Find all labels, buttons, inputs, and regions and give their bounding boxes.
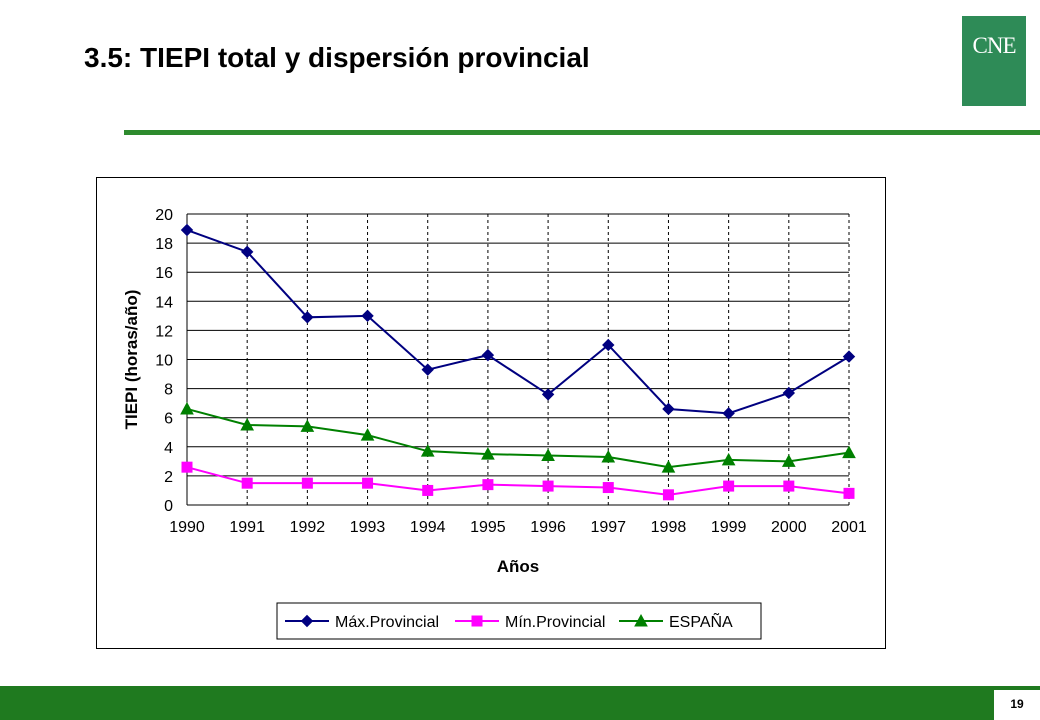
y-tick-label: 2 xyxy=(164,469,173,486)
series-line-espana xyxy=(186,408,850,469)
x-tick-label: 1993 xyxy=(350,519,386,536)
y-tick-label: 14 xyxy=(155,294,173,311)
series-line-min-provincial xyxy=(186,466,850,496)
legend-label: Mín.Provincial xyxy=(505,614,605,631)
data-point-max-provincial xyxy=(180,223,194,237)
data-point-max-provincial xyxy=(782,386,796,400)
data-point-max-provincial xyxy=(541,388,555,401)
chart-legend xyxy=(276,602,762,640)
legend-marker xyxy=(471,615,483,627)
y-tick-label: 0 xyxy=(164,498,173,515)
footer-bar xyxy=(0,686,1040,720)
data-point-espana xyxy=(180,401,194,415)
x-tick-label: 1991 xyxy=(229,519,265,536)
x-tick-label: 2001 xyxy=(831,519,867,536)
data-point-min-provincial xyxy=(181,461,193,473)
data-point-espana xyxy=(541,448,555,462)
x-tick-label: 1994 xyxy=(410,519,446,536)
data-point-max-provincial xyxy=(602,338,615,352)
data-point-max-provincial xyxy=(240,245,254,259)
data-point-espana xyxy=(360,428,375,441)
data-point-espana xyxy=(300,419,315,432)
data-point-espana xyxy=(721,452,736,466)
y-tick-label: 20 xyxy=(155,207,173,224)
data-point-espana xyxy=(240,417,255,431)
x-tick-label: 1996 xyxy=(530,519,566,536)
data-point-espana xyxy=(420,444,435,457)
data-point-max-provincial xyxy=(301,311,314,324)
data-point-min-provincial xyxy=(542,480,554,492)
data-point-max-provincial xyxy=(421,363,434,376)
legend-label: ESPAÑA xyxy=(669,611,733,631)
data-point-max-provincial xyxy=(481,348,495,362)
data-point-min-provincial xyxy=(422,484,434,496)
x-tick-label: 1990 xyxy=(169,519,205,536)
data-point-min-provincial xyxy=(482,479,494,491)
y-tick-label: 18 xyxy=(155,236,173,253)
chart-frame: 0 2 4 6 8 10 12 14 16 18 20 1990 1991 1992 1993 1994 199… xyxy=(96,177,886,649)
data-point-max-provincial xyxy=(361,309,374,323)
slide-title: 3.5: TIEPI total y dispersión provincial xyxy=(84,42,590,73)
data-point-min-provincial xyxy=(662,489,674,501)
legend-marker xyxy=(300,614,314,628)
title-divider xyxy=(124,130,1040,135)
x-tick-label: 1997 xyxy=(590,519,626,536)
data-point-max-provincial xyxy=(662,402,675,416)
data-point-min-provincial xyxy=(723,480,735,492)
data-point-max-provincial xyxy=(722,407,735,420)
data-point-espana xyxy=(601,449,616,463)
x-tick-label: 1995 xyxy=(470,519,506,536)
series-line-max-provincial xyxy=(186,229,850,415)
page-number: 19 xyxy=(994,690,1040,720)
legend-marker xyxy=(634,613,648,627)
cne-logo: CNE xyxy=(962,16,1026,106)
data-point-min-provincial xyxy=(241,477,253,489)
data-point-max-provincial xyxy=(842,350,856,363)
line-chart: 0 2 4 6 8 10 12 14 16 18 20 1990 1991 1992 1993 1994 199… xyxy=(122,207,867,640)
y-tick-label: 12 xyxy=(155,323,173,340)
x-tick-label: 1998 xyxy=(651,519,687,536)
x-tick-label: 2000 xyxy=(771,519,807,536)
y-tick-label: 6 xyxy=(164,411,173,428)
data-point-min-provincial xyxy=(843,487,855,499)
y-tick-label: 16 xyxy=(155,265,173,282)
data-point-espana xyxy=(842,445,856,459)
data-point-min-provincial xyxy=(602,482,614,494)
x-axis-title: Años xyxy=(497,557,540,576)
x-tick-label: 1992 xyxy=(290,519,326,536)
data-point-espana xyxy=(781,454,796,467)
y-tick-label: 8 xyxy=(164,382,173,399)
legend-label: Máx.Provincial xyxy=(335,614,439,631)
y-axis-title: TIEPI (horas/año) xyxy=(122,290,141,430)
data-point-min-provincial xyxy=(783,480,795,492)
data-point-espana xyxy=(661,460,676,473)
y-tick-label: 10 xyxy=(155,353,173,370)
x-tick-label: 1999 xyxy=(711,519,747,536)
data-point-min-provincial xyxy=(301,477,313,489)
data-point-min-provincial xyxy=(362,477,374,489)
data-point-espana xyxy=(481,447,495,460)
y-tick-label: 4 xyxy=(164,440,173,457)
